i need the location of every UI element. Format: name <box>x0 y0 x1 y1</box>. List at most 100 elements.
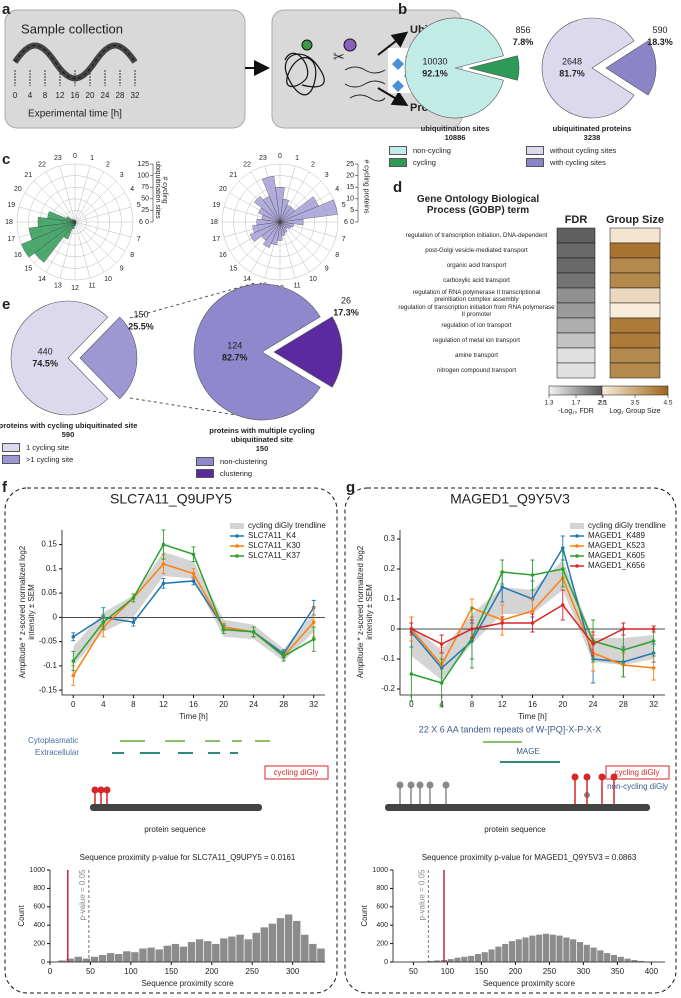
pie-percent: 7.8% <box>513 37 534 47</box>
x-tick-label: 100 <box>124 967 138 976</box>
domain-label: MAGE <box>516 747 540 756</box>
legend-label: MAGED1_K605 <box>588 551 645 560</box>
pie-percent: 81.7% <box>559 68 585 78</box>
x-tick-label: 250 <box>543 967 557 976</box>
x-tick-label: 100 <box>441 967 455 976</box>
y-tick-label: 1000 <box>29 867 45 874</box>
r-tick-label: 125 <box>137 161 149 168</box>
x-tick-label: 50 <box>409 967 418 976</box>
legend-item: non-cycling <box>389 146 527 155</box>
colorbar-tick-label: 2.1 <box>598 400 607 407</box>
marker <box>560 546 565 550</box>
heat-cell <box>556 302 596 319</box>
marker <box>161 562 166 566</box>
x-tick-label: 0 <box>409 700 414 709</box>
legend-label: non-cycling diGly <box>607 782 668 791</box>
hist-bar <box>243 938 253 963</box>
legend-swatch <box>235 554 239 558</box>
legend-label: SLC7A11_K4 <box>248 531 296 540</box>
x-tick-label: 28 <box>619 700 628 709</box>
marker <box>651 627 656 631</box>
hist-bar <box>73 956 83 963</box>
time-tick-label: 28 <box>116 91 125 100</box>
marker <box>621 627 626 631</box>
term-label: organic acid transport <box>446 262 507 269</box>
marker <box>560 603 565 607</box>
colorbar-tick-label: 1.7 <box>571 400 580 407</box>
panel-label: g <box>346 479 355 496</box>
hour-label: 21 <box>24 172 32 179</box>
hour-label: 10 <box>309 276 317 283</box>
marker <box>311 620 316 625</box>
legend-label: cycling diGly trendline <box>248 521 326 530</box>
heat-cell <box>556 272 596 289</box>
panel-a-title: Sample collection <box>21 21 123 36</box>
heat-cell <box>609 347 661 364</box>
marker <box>560 567 565 571</box>
hist-bar <box>292 920 302 963</box>
x-axis-label: Time [h] <box>179 712 208 721</box>
term-label: regulation of transcription initiation, … <box>405 232 548 239</box>
spoke <box>74 165 91 223</box>
legend-swatch <box>570 523 584 529</box>
r-tick-label: 100 <box>137 172 149 179</box>
hour-label: 21 <box>229 172 237 179</box>
hist-bar <box>114 953 124 963</box>
hist-bar <box>211 943 221 963</box>
r-tick-label: 75 <box>141 184 149 191</box>
hour-label: 12 <box>71 285 79 292</box>
spoke <box>74 221 105 273</box>
legend-swatch <box>235 544 239 548</box>
pie-percent: 92.1% <box>422 68 448 78</box>
time-tick-label: 20 <box>86 91 95 100</box>
y-tick-label: -0.15 <box>39 685 58 694</box>
legend-swatch <box>2 443 20 452</box>
legend-label: MAGED1_K523 <box>588 541 645 550</box>
hour-label: 22 <box>38 162 46 169</box>
hour-label: 18 <box>210 219 218 226</box>
hist-bar <box>284 913 293 963</box>
spoke <box>59 221 76 279</box>
ring <box>28 175 122 269</box>
heat-cell <box>556 242 596 259</box>
y-axis-label: Amplitude * z-scored normalized log2 int… <box>356 545 374 678</box>
rose-wedge <box>279 199 338 223</box>
legend-swatch <box>575 564 579 568</box>
marker <box>191 579 196 583</box>
panel-label: c <box>2 151 10 168</box>
marker <box>71 673 76 678</box>
rose-wedge <box>249 221 281 242</box>
hour-label: 2 <box>311 162 315 169</box>
hist-bar <box>521 936 530 963</box>
marker <box>131 596 136 600</box>
x-tick-label: 250 <box>246 967 260 976</box>
legend-swatch <box>196 469 214 478</box>
legend-label: without cycling sites <box>550 146 617 155</box>
hour-label: 7 <box>137 236 141 243</box>
peptides <box>344 66 386 102</box>
r-tick-label: 50 <box>141 196 149 203</box>
pie-slice <box>541 17 635 119</box>
y-tick-label: 800 <box>376 885 388 892</box>
x-axis-label: Sequence proximity score <box>483 979 576 988</box>
hist-bar <box>562 936 571 963</box>
pie-percent: 74.5% <box>32 358 58 368</box>
hour-label: 17 <box>212 236 220 243</box>
legend-swatch <box>526 158 544 167</box>
heatmap-title: Gene Ontology Biological Process (GOBP) … <box>416 194 540 216</box>
marker <box>161 542 166 547</box>
panel-g-title: MAGED1_Q9Y5V3 <box>450 491 570 507</box>
heat-cell <box>556 257 596 274</box>
hist-bar <box>227 935 237 963</box>
term-label: regulation of ion transport <box>441 322 512 329</box>
colorbar <box>548 385 604 396</box>
hist-bar <box>138 947 148 963</box>
marker <box>311 637 316 641</box>
hour-label: 0 <box>278 153 282 160</box>
x-axis-label: Time [h] <box>518 712 547 721</box>
scissors-icon: ✂ <box>333 49 345 65</box>
legend-swatch <box>235 534 239 538</box>
hist-bar <box>487 948 496 963</box>
colorbar <box>601 385 669 396</box>
pie-caption: proteins with multiple cycling ubiquitin… <box>190 426 334 478</box>
